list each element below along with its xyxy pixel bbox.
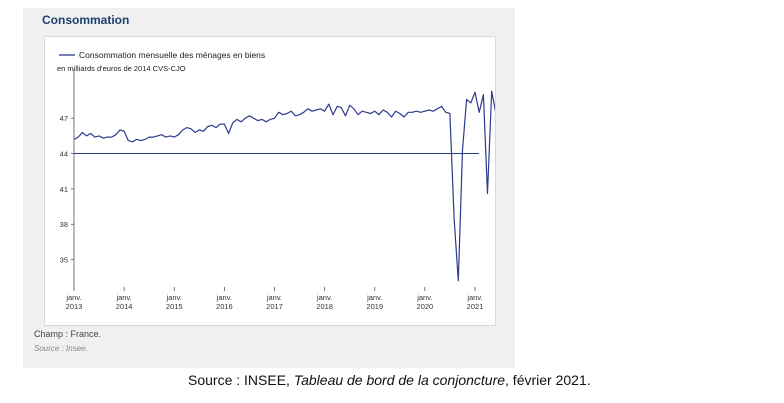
x-tick-month-label: janv.	[316, 293, 332, 302]
x-tick-year-label: 2021	[467, 302, 484, 311]
x-tick-month-label: janv.	[166, 293, 182, 302]
x-tick-year-label: 2013	[66, 302, 83, 311]
unit-label: en milliards d'euros de 2014 CVS-CJO	[57, 64, 186, 73]
x-tick-year-label: 2017	[266, 302, 283, 311]
x-tick-month-label: janv.	[466, 293, 482, 302]
x-tick-month-label: janv.	[115, 293, 131, 302]
y-tick-label: 38	[60, 220, 68, 229]
consumption-line-chart: Consommation mensuelle des ménages en bi…	[57, 50, 495, 311]
x-tick-month-label: janv.	[266, 293, 282, 302]
figure-caption: Source : INSEE, Tableau de bord de la co…	[188, 372, 591, 388]
y-tick-label: 47	[60, 114, 68, 123]
caption-prefix: Source : INSEE,	[188, 372, 294, 388]
x-tick-month-label: janv.	[65, 293, 81, 302]
panel-title: Consommation	[42, 13, 130, 27]
x-tick-year-label: 2020	[417, 302, 434, 311]
y-tick-label: 44	[60, 150, 68, 159]
x-tick-month-label: janv.	[416, 293, 432, 302]
x-tick-year-label: 2019	[366, 302, 383, 311]
x-tick-year-label: 2018	[316, 302, 333, 311]
series-line-consumption	[73, 90, 495, 282]
y-tick-label: 35	[60, 256, 68, 265]
y-tick-label: 41	[60, 185, 68, 194]
x-tick-year-label: 2014	[116, 302, 133, 311]
scope-note: Champ : France.	[34, 329, 102, 339]
caption-italic: Tableau de bord de la conjoncture	[293, 372, 506, 388]
chart-source: Source : Insee.	[34, 344, 88, 353]
chart-area: Consommation mensuelle des ménages en bi…	[44, 36, 496, 326]
chart-panel: Consommation Consommation mensuelle des …	[23, 8, 515, 368]
x-tick-year-label: 2015	[166, 302, 183, 311]
x-tick-year-label: 2016	[216, 302, 233, 311]
x-tick-month-label: janv.	[216, 293, 232, 302]
x-tick-month-label: janv.	[366, 293, 382, 302]
caption-suffix: , février 2021.	[505, 372, 591, 388]
legend-label: Consommation mensuelle des ménages en bi…	[79, 50, 265, 60]
